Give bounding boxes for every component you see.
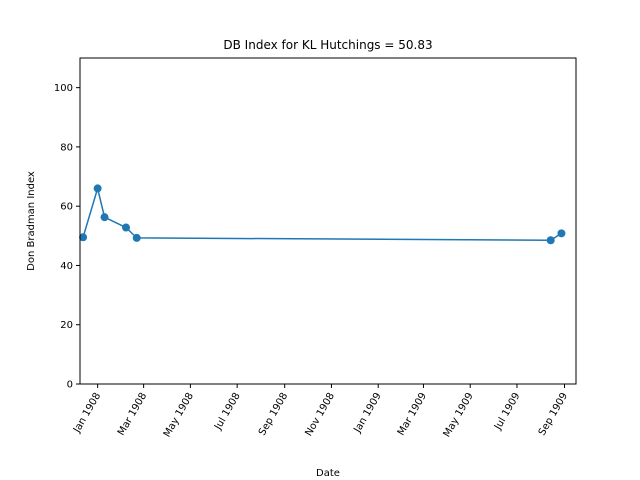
data-marks — [79, 184, 566, 245]
y-tick-label: 100 — [54, 83, 73, 94]
y-tick-label: 40 — [60, 261, 73, 272]
y-axis-label: Don Bradman Index — [26, 171, 37, 271]
y-tick-label: 20 — [60, 320, 73, 331]
y-tick-label: 0 — [67, 380, 73, 391]
x-axis-label: Date — [316, 468, 340, 479]
axes-frame — [79, 57, 577, 385]
y-axis: 0 20 40 60 80 100 — [54, 83, 80, 391]
y-tick-label: 80 — [60, 142, 73, 153]
data-point — [79, 233, 88, 242]
chart-title: DB Index for KL Hutchings = 50.83 — [223, 38, 432, 52]
plot-area — [79, 57, 577, 385]
data-point — [546, 236, 555, 245]
y-tick-label: 60 — [60, 202, 73, 213]
data-point — [121, 223, 130, 232]
data-point — [557, 229, 566, 238]
data-point — [132, 233, 141, 242]
data-point — [93, 184, 102, 193]
data-point — [100, 213, 109, 222]
